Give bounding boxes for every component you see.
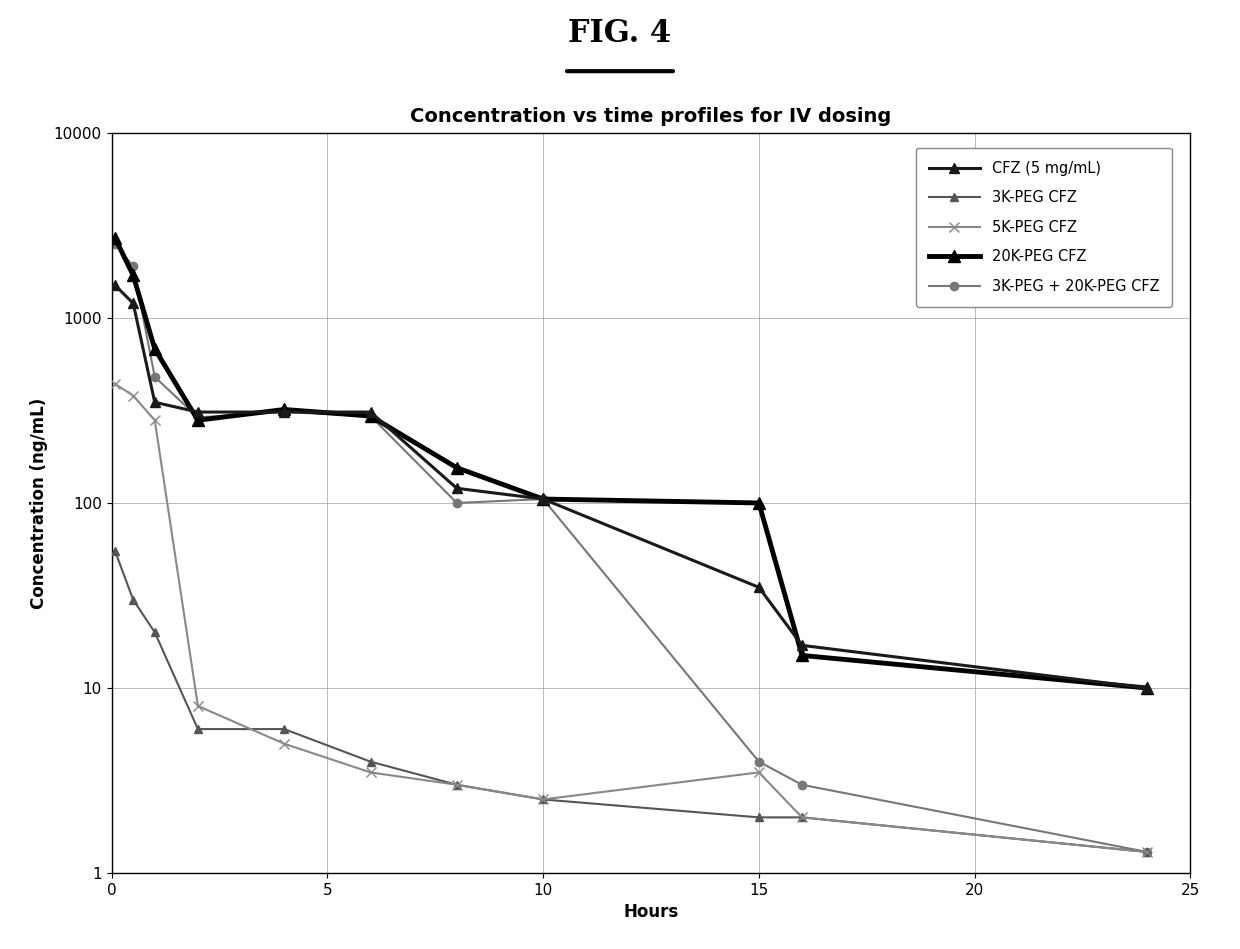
5K-PEG CFZ xyxy=(751,767,766,778)
CFZ (5 mg/mL) xyxy=(536,493,551,505)
3K-PEG CFZ xyxy=(449,779,464,791)
CFZ (5 mg/mL) xyxy=(191,406,206,418)
3K-PEG CFZ xyxy=(125,594,140,605)
Text: FIG. 4: FIG. 4 xyxy=(568,18,672,48)
CFZ (5 mg/mL) xyxy=(108,280,123,291)
Title: Concentration vs time profiles for IV dosing: Concentration vs time profiles for IV do… xyxy=(410,106,892,126)
CFZ (5 mg/mL) xyxy=(1140,682,1154,694)
20K-PEG CFZ xyxy=(449,462,464,474)
3K-PEG + 20K-PEG CFZ xyxy=(536,493,551,505)
3K-PEG + 20K-PEG CFZ xyxy=(277,406,291,418)
3K-PEG + 20K-PEG CFZ xyxy=(363,410,378,421)
Line: 3K-PEG + 20K-PEG CFZ: 3K-PEG + 20K-PEG CFZ xyxy=(110,240,1152,856)
X-axis label: Hours: Hours xyxy=(624,903,678,921)
5K-PEG CFZ xyxy=(125,390,140,401)
5K-PEG CFZ xyxy=(1140,847,1154,858)
3K-PEG CFZ xyxy=(751,811,766,823)
Y-axis label: Concentration (ng/mL): Concentration (ng/mL) xyxy=(30,398,48,608)
20K-PEG CFZ xyxy=(795,650,810,661)
20K-PEG CFZ xyxy=(536,493,551,505)
Line: 5K-PEG CFZ: 5K-PEG CFZ xyxy=(110,379,1152,857)
20K-PEG CFZ xyxy=(363,410,378,421)
CFZ (5 mg/mL) xyxy=(449,483,464,494)
3K-PEG CFZ xyxy=(148,626,162,638)
Line: 3K-PEG CFZ: 3K-PEG CFZ xyxy=(110,547,1152,856)
20K-PEG CFZ xyxy=(277,403,291,415)
CFZ (5 mg/mL) xyxy=(751,582,766,593)
3K-PEG CFZ xyxy=(536,793,551,805)
20K-PEG CFZ xyxy=(1140,682,1154,694)
3K-PEG CFZ xyxy=(363,756,378,768)
Line: CFZ (5 mg/mL): CFZ (5 mg/mL) xyxy=(110,281,1152,693)
CFZ (5 mg/mL) xyxy=(148,397,162,408)
3K-PEG CFZ xyxy=(277,723,291,735)
5K-PEG CFZ xyxy=(449,779,464,791)
3K-PEG + 20K-PEG CFZ xyxy=(191,412,206,423)
CFZ (5 mg/mL) xyxy=(277,406,291,418)
20K-PEG CFZ xyxy=(148,344,162,355)
5K-PEG CFZ xyxy=(277,738,291,750)
3K-PEG + 20K-PEG CFZ xyxy=(148,371,162,382)
20K-PEG CFZ xyxy=(108,233,123,244)
5K-PEG CFZ xyxy=(191,700,206,712)
3K-PEG CFZ xyxy=(108,546,123,557)
5K-PEG CFZ xyxy=(536,793,551,805)
Line: 20K-PEG CFZ: 20K-PEG CFZ xyxy=(109,233,1153,694)
3K-PEG + 20K-PEG CFZ xyxy=(108,238,123,250)
3K-PEG + 20K-PEG CFZ xyxy=(1140,847,1154,858)
3K-PEG + 20K-PEG CFZ xyxy=(751,756,766,768)
3K-PEG + 20K-PEG CFZ xyxy=(125,261,140,272)
3K-PEG + 20K-PEG CFZ xyxy=(449,497,464,509)
CFZ (5 mg/mL) xyxy=(363,406,378,418)
3K-PEG CFZ xyxy=(191,723,206,735)
3K-PEG CFZ xyxy=(795,811,810,823)
5K-PEG CFZ xyxy=(148,415,162,426)
20K-PEG CFZ xyxy=(191,415,206,426)
CFZ (5 mg/mL) xyxy=(795,640,810,651)
5K-PEG CFZ xyxy=(363,767,378,778)
5K-PEG CFZ xyxy=(108,379,123,390)
20K-PEG CFZ xyxy=(125,270,140,281)
5K-PEG CFZ xyxy=(795,811,810,823)
3K-PEG CFZ xyxy=(1140,847,1154,858)
20K-PEG CFZ xyxy=(751,497,766,509)
3K-PEG + 20K-PEG CFZ xyxy=(795,779,810,791)
Legend: CFZ (5 mg/mL), 3K-PEG CFZ, 5K-PEG CFZ, 20K-PEG CFZ, 3K-PEG + 20K-PEG CFZ: CFZ (5 mg/mL), 3K-PEG CFZ, 5K-PEG CFZ, 2… xyxy=(915,147,1172,307)
CFZ (5 mg/mL) xyxy=(125,298,140,309)
